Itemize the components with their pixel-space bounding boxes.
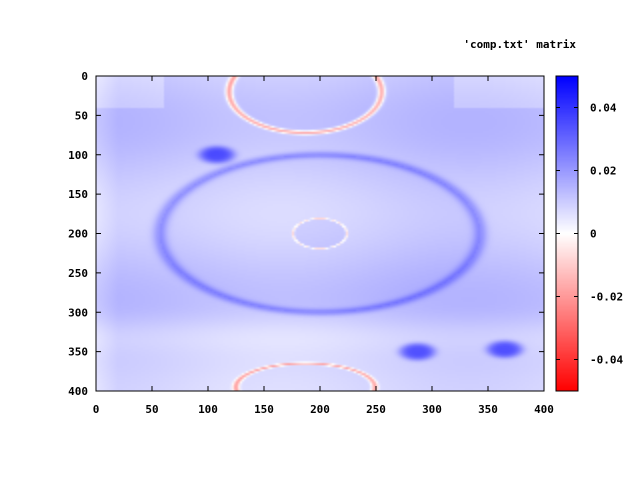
y-tick-label: 50: [75, 109, 88, 122]
legend-label: 'comp.txt' matrix: [463, 38, 576, 51]
x-tick-label: 400: [534, 403, 554, 416]
colorbar-surface: [556, 76, 578, 391]
x-tick-label: 350: [478, 403, 498, 416]
legend: 'comp.txt' matrix: [463, 38, 576, 51]
x-tick-label: 100: [198, 403, 218, 416]
x-tick-label: 0: [93, 403, 100, 416]
x-tick-label: 150: [254, 403, 274, 416]
y-tick-label: 300: [68, 306, 88, 319]
y-axis: 0 50 100 150 200 250 300 350 400: [68, 70, 544, 398]
y-tick-label: 350: [68, 346, 88, 359]
x-tick-label: 50: [145, 403, 158, 416]
colorbar-tick-label: 0: [590, 228, 597, 241]
colorbar-tick-label: -0.02: [590, 291, 623, 304]
y-tick-label: 0: [81, 70, 88, 83]
x-axis: 0 50 100 150 200 250 300 350 400: [93, 76, 554, 416]
colorbar-axis: 0.04 0.02 0 -0.02 -0.04: [556, 102, 623, 367]
colorbar-tick-label: -0.04: [590, 354, 623, 367]
heatmap-surface: [96, 76, 544, 391]
y-tick-label: 100: [68, 149, 88, 162]
x-tick-label: 200: [310, 403, 330, 416]
x-tick-label: 250: [366, 403, 386, 416]
colorbar-tick-label: 0.04: [590, 102, 617, 115]
colorbar-tick-label: 0.02: [590, 165, 617, 178]
x-tick-label: 300: [422, 403, 442, 416]
y-tick-label: 400: [68, 385, 88, 398]
y-tick-label: 150: [68, 188, 88, 201]
y-tick-label: 250: [68, 267, 88, 280]
y-tick-label: 200: [68, 228, 88, 241]
